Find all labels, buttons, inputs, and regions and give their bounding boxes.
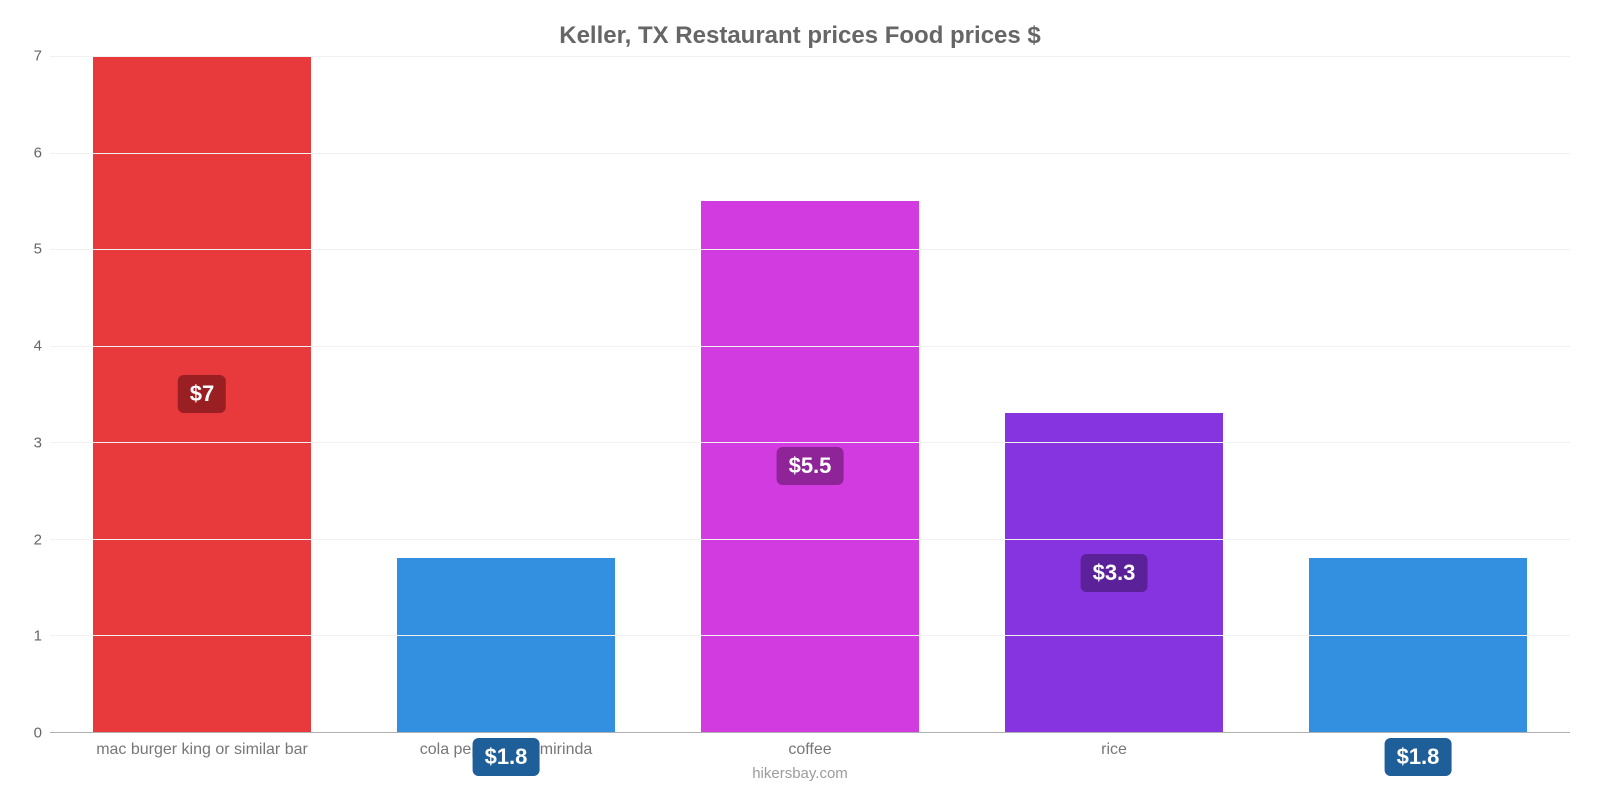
gridline xyxy=(50,346,1570,347)
x-tick-label: mac burger king or similar bar xyxy=(50,741,354,759)
gridline xyxy=(50,442,1570,443)
y-tick-label: 6 xyxy=(34,144,42,161)
bar-slot: $3.3 xyxy=(962,56,1266,732)
credit-text: hikersbay.com xyxy=(0,759,1600,800)
y-tick-label: 0 xyxy=(34,725,42,742)
gridline xyxy=(50,153,1570,154)
gridline xyxy=(50,539,1570,540)
bar-value-label: $5.5 xyxy=(777,447,844,485)
bar-value-label: $3.3 xyxy=(1081,554,1148,592)
y-tick-label: 4 xyxy=(34,338,42,355)
y-axis: 01234567 xyxy=(0,56,50,733)
y-tick-label: 3 xyxy=(34,434,42,451)
bar-chart: Keller, TX Restaurant prices Food prices… xyxy=(0,0,1600,800)
bar: $1.8 xyxy=(397,558,616,732)
bar: $7 xyxy=(93,56,312,732)
bar-slot: $1.8 xyxy=(1266,56,1570,732)
y-tick-label: 5 xyxy=(34,241,42,258)
bar-slot: $5.5 xyxy=(658,56,962,732)
bar: $1.8 xyxy=(1309,558,1528,732)
bar: $3.3 xyxy=(1005,413,1224,732)
bars-container: $7 $1.8 $5.5 $3.3 $1.8 xyxy=(50,56,1570,732)
gridline xyxy=(50,249,1570,250)
bar-value-label: $7 xyxy=(178,375,226,413)
x-tick-label: coffee xyxy=(658,741,962,759)
y-tick-label: 1 xyxy=(34,628,42,645)
gridline xyxy=(50,56,1570,57)
plot-area: $7 $1.8 $5.5 $3.3 $1.8 xyxy=(50,56,1570,733)
bar-value-label: $1.8 xyxy=(1385,738,1452,776)
gridline xyxy=(50,635,1570,636)
bar-value-label: $1.8 xyxy=(473,738,540,776)
bar-slot: $1.8 xyxy=(354,56,658,732)
x-tick-label: rice xyxy=(962,741,1266,759)
x-axis: mac burger king or similar barcola pepsi… xyxy=(0,733,1600,759)
plot-region: 01234567 $7$1.8$5.5$3.3$1.8 xyxy=(0,56,1600,733)
chart-title: Keller, TX Restaurant prices Food prices… xyxy=(0,0,1600,56)
bar-slot: $7 xyxy=(50,56,354,732)
y-tick-label: 7 xyxy=(34,48,42,65)
bar: $5.5 xyxy=(701,201,920,732)
y-tick-label: 2 xyxy=(34,531,42,548)
